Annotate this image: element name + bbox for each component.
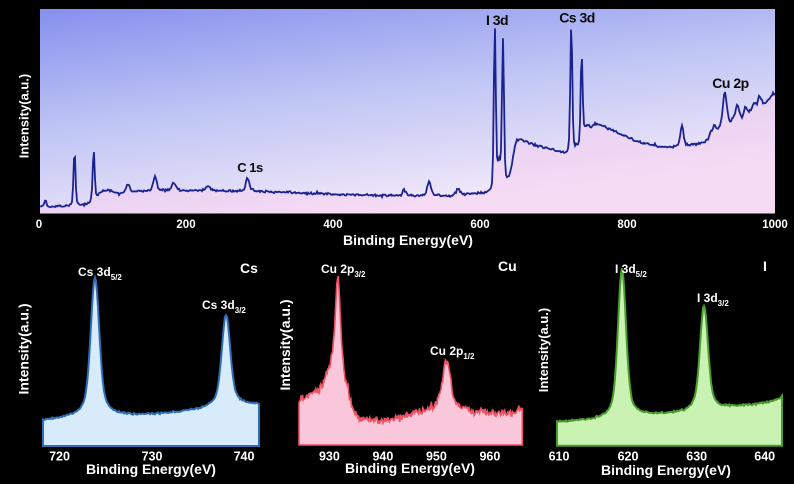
svg-text:0: 0 xyxy=(36,219,42,231)
svg-text:400: 400 xyxy=(323,219,342,231)
svg-text:800: 800 xyxy=(617,219,636,231)
svg-text:950: 950 xyxy=(426,449,447,463)
svg-text:Cs 3d: Cs 3d xyxy=(559,10,595,26)
svg-text:I 3d: I 3d xyxy=(486,12,508,28)
svg-text:Binding Energy(eV): Binding Energy(eV) xyxy=(601,462,731,478)
svg-text:200: 200 xyxy=(176,219,195,231)
svg-text:1000: 1000 xyxy=(762,219,788,231)
svg-text:Intensity(a.u.): Intensity(a.u.) xyxy=(536,308,551,393)
svg-text:740: 740 xyxy=(234,450,255,464)
svg-text:640: 640 xyxy=(754,449,775,463)
svg-text:Intensity(a.u.): Intensity(a.u.) xyxy=(277,299,293,390)
svg-text:620: 620 xyxy=(618,449,639,463)
svg-text:720: 720 xyxy=(49,450,70,464)
svg-text:Cu 2p: Cu 2p xyxy=(712,75,748,91)
svg-text:C 1s: C 1s xyxy=(237,160,263,175)
svg-text:Binding Energy(eV): Binding Energy(eV) xyxy=(86,461,216,477)
svg-text:Cu: Cu xyxy=(498,258,517,274)
svg-text:Binding Energy(eV): Binding Energy(eV) xyxy=(345,460,475,476)
svg-text:Binding Energy(eV): Binding Energy(eV) xyxy=(343,232,473,248)
svg-text:Intensity(a.u.): Intensity(a.u.) xyxy=(16,303,32,394)
svg-text:960: 960 xyxy=(479,449,500,463)
svg-text:610: 610 xyxy=(549,449,570,463)
svg-text:930: 930 xyxy=(319,449,340,463)
svg-text:600: 600 xyxy=(470,219,489,231)
svg-text:940: 940 xyxy=(372,449,393,463)
svg-text:630: 630 xyxy=(686,449,707,463)
svg-text:I: I xyxy=(763,258,767,274)
svg-text:Cs: Cs xyxy=(240,260,258,276)
svg-text:730: 730 xyxy=(142,450,163,464)
svg-text:Intensity(a.u.): Intensity(a.u.) xyxy=(17,74,32,159)
